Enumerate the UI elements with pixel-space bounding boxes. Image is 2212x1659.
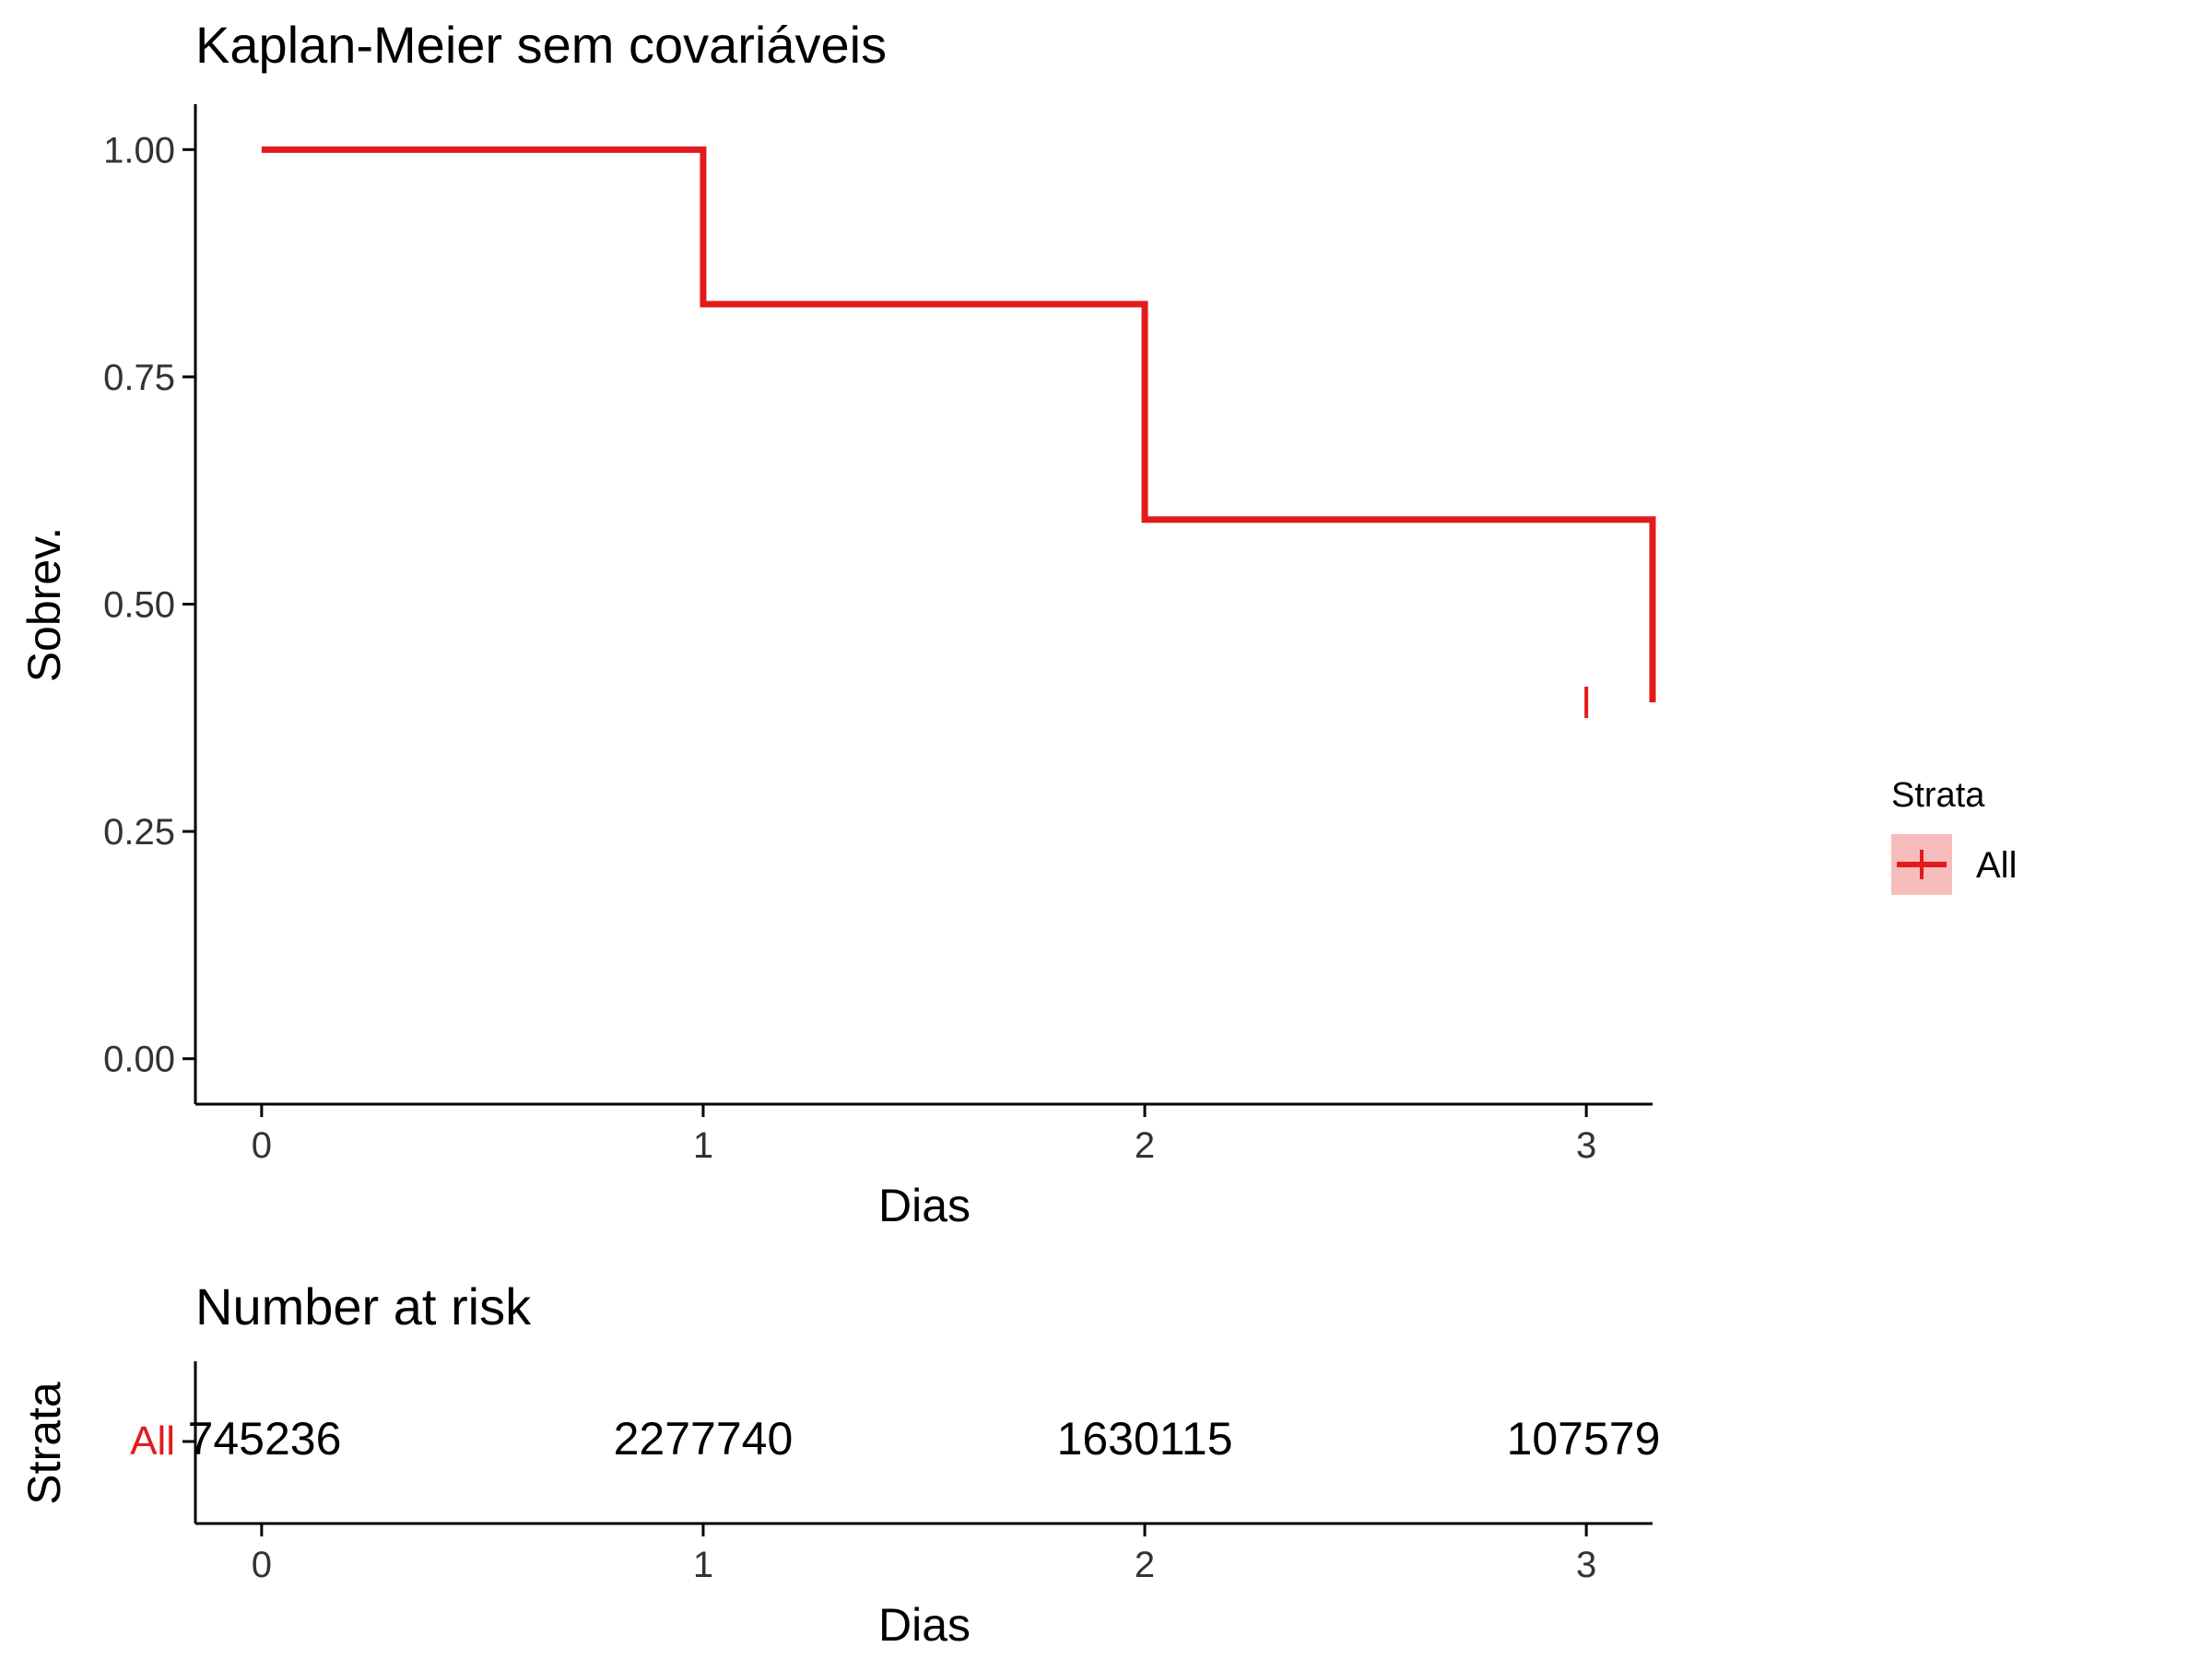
risk-x-axis-label: Dias (878, 1599, 971, 1651)
x-tick-label: 2 (1135, 1125, 1155, 1166)
risk-table-area: 0 1 2 3 All 745236 2277740 1630115 107579 (130, 1413, 1660, 1585)
y-tick-label: 0.00 (103, 1040, 175, 1080)
risk-count: 745236 (188, 1413, 342, 1465)
y-tick-label: 0.75 (103, 358, 175, 398)
y-tick-label: 0.50 (103, 585, 175, 626)
risk-x-tick-label: 2 (1135, 1545, 1155, 1585)
legend: Strata All (1891, 776, 2017, 895)
risk-count: 107579 (1507, 1413, 1661, 1465)
risk-strata-label: All (130, 1418, 175, 1464)
y-axis-label: Sobrev. (18, 527, 70, 683)
x-axis-label: Dias (878, 1180, 971, 1231)
risk-y-axis-label: Strata (18, 1382, 70, 1505)
x-tick-label: 3 (1576, 1125, 1596, 1166)
risk-count: 2277740 (614, 1413, 794, 1465)
risk-x-tick-label: 0 (252, 1545, 272, 1585)
legend-title: Strata (1891, 776, 1985, 815)
risk-table-title: Number at risk (195, 1277, 532, 1335)
legend-entry-label: All (1976, 845, 2017, 886)
x-tick-label: 1 (693, 1125, 713, 1166)
risk-x-tick-label: 3 (1576, 1545, 1596, 1585)
survival-curve (261, 146, 1656, 703)
chart-title: Kaplan-Meier sem covariáveis (195, 16, 887, 74)
risk-count: 1630115 (1057, 1413, 1233, 1465)
y-tick-label: 0.25 (103, 812, 175, 853)
y-tick-label: 1.00 (103, 130, 175, 171)
survival-plot-area: 0.00 0.25 0.50 0.75 1.00 0 1 2 3 (103, 130, 1656, 1166)
x-tick-label: 0 (252, 1125, 272, 1166)
risk-x-tick-label: 1 (693, 1545, 713, 1585)
